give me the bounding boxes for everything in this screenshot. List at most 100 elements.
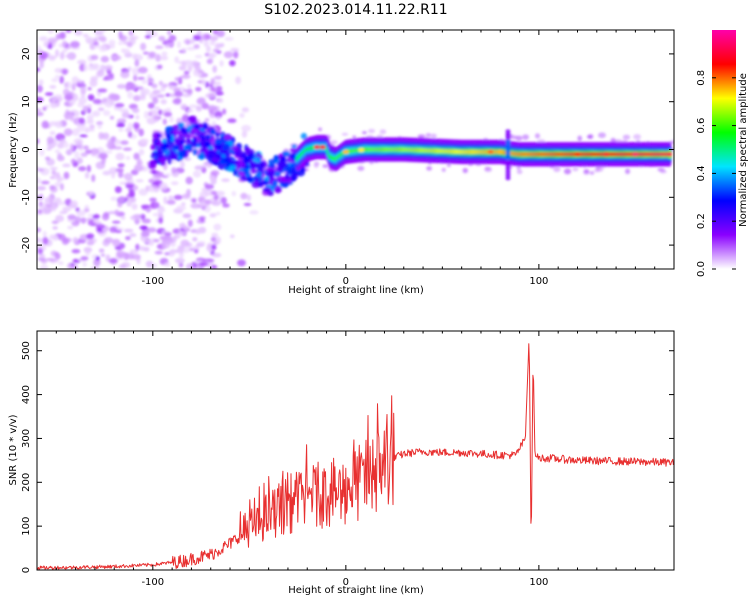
spectrogram-cell: [138, 148, 145, 156]
spectrogram-cell: [218, 97, 224, 104]
spectrogram-cell: [319, 145, 326, 150]
spectrogram-cell: [195, 228, 201, 235]
spectrogram-cell: [120, 216, 126, 220]
spectrogram-cell: [54, 251, 60, 256]
spectrogram-cell: [39, 60, 44, 69]
spectrogram-cell: [204, 52, 210, 57]
spectrogram-cell: [92, 98, 102, 105]
spectrogram-x-tick-label: 0: [343, 276, 349, 287]
spectrogram-cell: [206, 258, 215, 263]
snr-frame: [36, 330, 675, 571]
snr-x-tick-label: 0: [343, 577, 349, 588]
spectrogram-cell: [211, 200, 222, 207]
spectrogram-cell: [150, 201, 160, 209]
spectrogram-cell: [83, 145, 89, 150]
spectrogram-cell: [85, 36, 94, 42]
spectrogram-cell: [214, 143, 223, 150]
spectrogram-cell: [210, 35, 219, 42]
spectrogram-cell: [139, 225, 148, 230]
spectrogram-cell: [130, 197, 137, 203]
spectrogram-cell: [86, 164, 91, 173]
spectrogram-cell: [65, 54, 75, 58]
spectrogram-cell: [138, 128, 144, 137]
spectrogram-cell: [192, 237, 198, 242]
spectrogram-cell: [149, 160, 158, 165]
spectrogram-cell: [61, 68, 68, 75]
spectrogram-cell: [572, 167, 579, 172]
spectrogram-cell: [131, 203, 138, 210]
spectrogram-cell: [168, 195, 174, 201]
spectrogram-cell: [238, 171, 245, 177]
spectrogram-cell: [216, 30, 225, 38]
colorbar: 0.0 0.2 0.4 0.6 0.8 Normalized spectral ampl…: [696, 30, 749, 277]
spectrogram-cell: [112, 220, 121, 224]
spectrogram-cell: [197, 240, 206, 245]
spectrogram-cell: [171, 167, 177, 174]
figure-title: S102.2023.014.11.22.R11: [264, 2, 447, 18]
spectrogram-cell: [133, 74, 138, 82]
spectrogram-cell: [69, 200, 78, 208]
spectrogram-cell: [204, 81, 210, 88]
spectrogram-cell: [93, 75, 99, 82]
spectrogram-cell: [37, 177, 42, 184]
spectrogram-cell: [37, 247, 44, 255]
spectrogram-cell: [497, 149, 504, 154]
spectrogram-cell: [134, 164, 144, 172]
spectrogram-cell: [155, 171, 164, 176]
spectrogram-cell: [88, 65, 95, 71]
spectrogram-cell: [91, 110, 101, 117]
spectrogram-y-axis-label: Frequency (Hz): [8, 112, 19, 188]
spectrogram-cell: [284, 172, 290, 180]
spectrogram-cell: [446, 163, 451, 168]
spectrogram-cell: [352, 135, 357, 139]
spectrogram-cell: [167, 30, 172, 36]
spectrogram-cell: [61, 39, 67, 48]
spectrogram-cell: [215, 236, 221, 245]
spectrogram-cell: [300, 132, 308, 140]
spectrogram-cell: [114, 209, 119, 216]
spectrogram-cell: [246, 176, 253, 182]
spectrogram-cell: [42, 106, 47, 111]
spectrogram-cell: [198, 262, 209, 267]
spectrogram-cell: [180, 74, 191, 79]
spectrogram-cell: [154, 141, 163, 147]
spectrogram-cell: [50, 98, 57, 102]
spectrogram-cell: [86, 114, 94, 122]
spectrogram-cell: [175, 138, 180, 146]
spectrogram-cell: [146, 117, 157, 125]
spectrogram-cell: [108, 73, 114, 77]
spectrogram-cell: [174, 56, 180, 64]
spectrogram-cell: [155, 45, 164, 50]
spectrogram-cell: [230, 47, 240, 53]
spectrogram-cell: [59, 183, 64, 191]
spectrogram-cell: [313, 145, 320, 150]
spectrogram-cell: [216, 85, 223, 93]
spectrogram-cell: [91, 174, 96, 183]
spectrogram-cell: [224, 36, 234, 41]
spectrogram-cell: [120, 140, 129, 145]
spectrogram-cell: [39, 51, 49, 60]
spectrogram-cell: [199, 191, 209, 198]
spectrogram-cell: [249, 210, 259, 215]
colorbar-tick-label: 0.2: [696, 213, 707, 229]
spectrogram-cell: [111, 170, 116, 179]
spectrogram-cell: [108, 258, 118, 264]
spectrogram-cell: [146, 227, 157, 233]
spectrogram-cell: [85, 149, 93, 155]
spectrogram-cell: [110, 196, 118, 201]
spectrogram-cell: [125, 156, 131, 160]
spectrogram-cell: [80, 256, 89, 261]
spectrogram-cell: [98, 132, 104, 140]
spectrogram-cell: [37, 67, 41, 72]
spectrogram-cell: [190, 128, 199, 134]
spectrogram-cell: [37, 186, 46, 191]
spectrogram-cell: [239, 112, 245, 118]
spectrogram-cell: [104, 100, 114, 108]
spectrogram-cell: [78, 117, 86, 125]
spectrogram-cell: [141, 79, 148, 84]
spectrogram-cell: [49, 101, 58, 109]
spectrogram-cell: [194, 54, 203, 59]
snr-y-tick-label: 300: [21, 429, 32, 448]
spectrogram-cell: [179, 160, 185, 169]
spectrogram-cell: [38, 205, 48, 209]
